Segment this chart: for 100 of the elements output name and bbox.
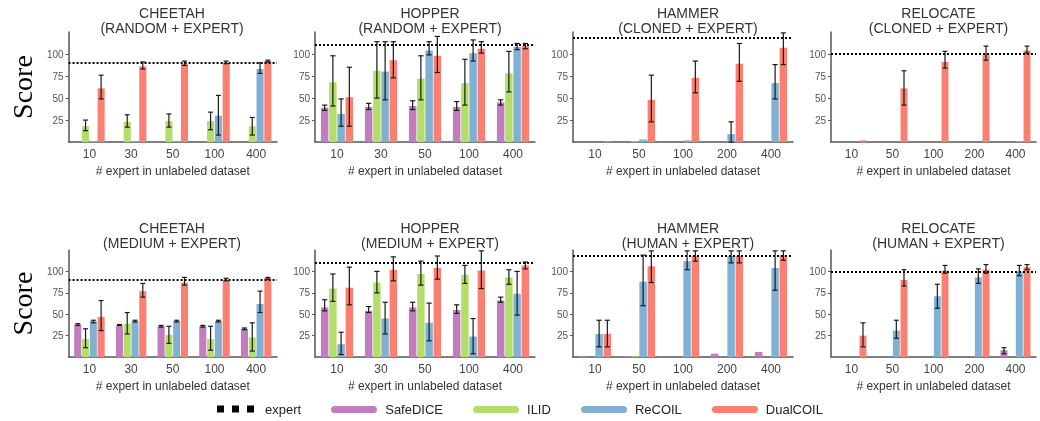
x-tick-label: 100 — [204, 147, 225, 162]
x-tick-label: 200 — [964, 362, 985, 377]
x-axis-title: # expert in unlabeled dataset — [605, 164, 761, 178]
bar — [373, 282, 381, 358]
y-axis-title: Score — [6, 271, 38, 336]
x-axis-title: # expert in unlabeled dataset — [856, 379, 1012, 393]
x-tick-label: 10 — [330, 147, 344, 162]
bar — [89, 321, 97, 358]
bar — [779, 255, 788, 358]
bar — [97, 316, 105, 358]
y-tick-label: 50 — [814, 308, 827, 320]
bar — [513, 293, 521, 358]
x-tick-label: 50 — [885, 147, 900, 162]
x-axis-title: # expert in unlabeled dataset — [347, 379, 503, 393]
bar — [691, 256, 700, 358]
x-tick-label: 400 — [760, 147, 782, 162]
x-tick-label: 400 — [246, 362, 267, 377]
bar — [123, 323, 131, 358]
y-tick-label: 100 — [46, 48, 65, 60]
bar — [1015, 271, 1023, 358]
bar — [364, 310, 373, 358]
y-tick-label: 100 — [293, 48, 311, 60]
x-tick-label: 100 — [672, 147, 694, 162]
y-tick-label: 50 — [298, 308, 311, 320]
x-axis-title: # expert in unlabeled dataset — [856, 164, 1012, 178]
x-axis-title: # expert in unlabeled dataset — [605, 379, 761, 393]
bar — [691, 77, 700, 143]
bar — [496, 300, 505, 358]
x-tick-label: 50 — [632, 147, 646, 162]
y-tick-label: 100 — [293, 265, 311, 277]
y-tick-label: 75 — [556, 70, 569, 82]
y-tick-label: 25 — [298, 330, 311, 342]
bar — [345, 287, 354, 358]
bar — [639, 139, 647, 143]
x-tick-label: 100 — [458, 362, 480, 377]
y-tick-label: 25 — [556, 114, 569, 126]
bar — [727, 256, 735, 358]
bar — [647, 266, 656, 358]
bar — [240, 328, 249, 358]
bar — [496, 102, 505, 143]
y-tick-label: 50 — [814, 92, 827, 104]
y-tick-label: 75 — [814, 70, 827, 82]
bar — [173, 321, 181, 358]
bar — [74, 324, 82, 358]
y-tick-label: 50 — [298, 92, 311, 104]
x-tick-label: 10 — [844, 147, 859, 162]
bar — [207, 120, 215, 143]
bar — [461, 274, 469, 358]
x-tick-label: 100 — [923, 147, 944, 162]
bar — [320, 107, 329, 143]
bar — [115, 325, 123, 358]
bar — [123, 121, 131, 143]
x-tick-label: 30 — [124, 147, 139, 162]
bar — [256, 68, 264, 143]
bar — [639, 281, 647, 358]
bar — [408, 307, 417, 358]
bar — [425, 50, 433, 143]
bar — [771, 267, 779, 358]
x-tick-label: 10 — [588, 147, 602, 162]
y-tick-label: 75 — [52, 287, 65, 299]
legend-label: ReCOIL — [634, 401, 682, 417]
y-tick-label: 50 — [52, 308, 65, 320]
bar — [320, 307, 329, 358]
bar — [779, 47, 788, 143]
y-tick-label: 25 — [52, 330, 65, 342]
x-tick-label: 400 — [1005, 147, 1026, 162]
x-tick-label: 50 — [418, 362, 432, 377]
x-tick-label: 400 — [246, 147, 267, 162]
y-tick-label: 100 — [551, 48, 569, 60]
chart-title: CHEETAH (MEDIUM + EXPERT) — [103, 219, 241, 251]
y-tick-label: 25 — [52, 114, 65, 126]
chart-title: HOPPER (MEDIUM + EXPERT) — [361, 219, 499, 251]
chart-title: HAMMER (CLONED + EXPERT) — [618, 4, 758, 36]
bar — [683, 261, 691, 358]
x-axis-title: # expert in unlabeled dataset — [95, 164, 251, 178]
x-tick-label: 10 — [844, 362, 859, 377]
bar — [433, 55, 442, 143]
bar — [933, 296, 941, 358]
bar — [199, 326, 207, 358]
x-tick-label: 30 — [374, 362, 388, 377]
bar — [222, 62, 230, 143]
y-tick-label: 50 — [52, 92, 65, 104]
y-tick-label: 75 — [814, 287, 827, 299]
chart-title: RELOCATE (HUMAN + EXPERT) — [872, 219, 1005, 251]
x-axis-title: # expert in unlabeled dataset — [95, 379, 251, 393]
x-tick-label: 400 — [502, 147, 524, 162]
bar — [180, 282, 189, 358]
x-tick-label: 50 — [166, 362, 180, 377]
bar — [892, 330, 900, 358]
bar — [417, 273, 425, 358]
x-tick-label: 100 — [923, 362, 944, 377]
x-tick-label: 10 — [82, 362, 97, 377]
bar — [139, 291, 147, 358]
legend-label: expert — [265, 401, 302, 417]
bar — [180, 63, 189, 143]
x-tick-label: 10 — [330, 362, 344, 377]
y-tick-label: 75 — [556, 287, 569, 299]
bar — [364, 106, 373, 143]
x-tick-label: 50 — [885, 362, 900, 377]
x-tick-label: 200 — [964, 147, 985, 162]
